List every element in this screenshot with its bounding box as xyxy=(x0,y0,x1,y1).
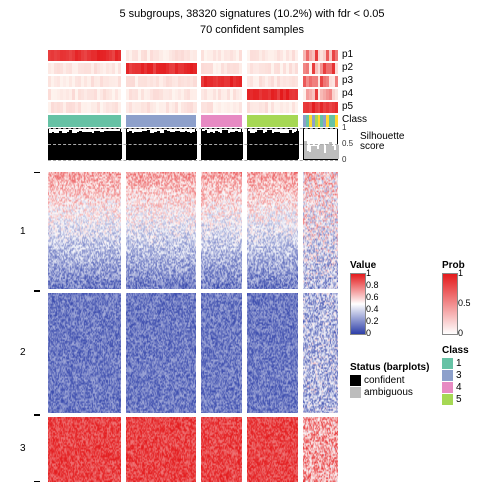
p-label: p2 xyxy=(342,62,353,73)
p-label: p1 xyxy=(342,49,353,60)
silhouette-label: Silhouette score xyxy=(360,132,404,152)
legend-item: 3 xyxy=(442,370,469,381)
legend-value-title: Value xyxy=(350,260,376,271)
legend-value-ticks: 10.80.60.40.20 xyxy=(366,273,386,335)
legend-item: 1 xyxy=(442,358,469,369)
legend-value-colorbar xyxy=(350,273,366,335)
legend-item: confident xyxy=(350,375,429,386)
title-line-2: 70 confident samples xyxy=(0,24,504,36)
legend-prob-ticks: 10.50 xyxy=(458,273,478,335)
legend-item: ambiguous xyxy=(350,387,429,398)
legend-item: 5 xyxy=(442,394,469,405)
p-label: p5 xyxy=(342,101,353,112)
legend-prob: Prob 10.50 xyxy=(442,260,465,335)
legend-prob-colorbar xyxy=(442,273,458,335)
legend-class: Class 1345 xyxy=(442,345,469,406)
p-label: p3 xyxy=(342,75,353,86)
legend-status: Status (barplots) confidentambiguous xyxy=(350,362,429,399)
legend-status-title: Status (barplots) xyxy=(350,362,429,373)
row-group-label: 2 xyxy=(20,347,26,358)
legend-class-title: Class xyxy=(442,345,469,356)
legend-item: 4 xyxy=(442,382,469,393)
legend-value: Value 10.80.60.40.20 xyxy=(350,260,376,335)
row-group-label: 3 xyxy=(20,443,26,454)
p-label: p4 xyxy=(342,88,353,99)
title-line-1: 5 subgroups, 38320 signatures (10.2%) wi… xyxy=(0,8,504,20)
row-group-label: 1 xyxy=(20,226,26,237)
